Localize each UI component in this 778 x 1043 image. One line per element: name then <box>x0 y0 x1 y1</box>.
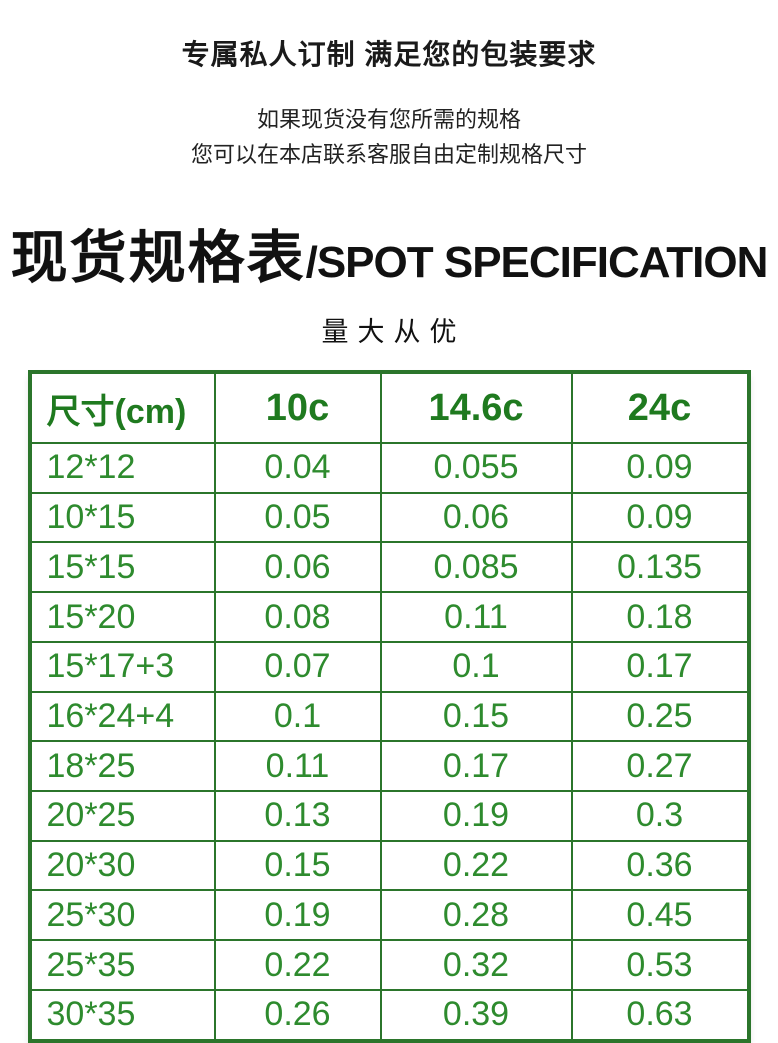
price-cell: 0.28 <box>379 889 573 942</box>
size-cell: 25*30 <box>28 889 216 942</box>
column-header-14-6c: 14.6c <box>379 371 573 444</box>
section-title-english: /SPOT SPECIFICATION <box>305 238 769 287</box>
price-cell: 0.055 <box>379 442 573 494</box>
size-cell: 15*17+3 <box>28 640 216 693</box>
price-cell: 0.15 <box>379 690 573 743</box>
price-cell: 0.06 <box>213 541 382 594</box>
size-cell: 18*25 <box>28 740 216 793</box>
price-cell: 0.53 <box>570 939 750 991</box>
table-row: 16*24+4 0.1 0.15 0.25 <box>28 690 750 743</box>
spec-price-table: 尺寸(cm) 10c 14.6c 24c 12*12 0.04 0.055 0.09 1… <box>27 370 751 1043</box>
table-row: 18*25 0.11 0.17 0.27 <box>28 740 750 793</box>
price-cell: 0.25 <box>570 690 750 743</box>
price-cell: 0.085 <box>379 541 573 594</box>
price-cell: 0.19 <box>379 790 573 842</box>
size-cell: 25*35 <box>28 939 216 991</box>
size-cell: 10*15 <box>28 491 216 544</box>
price-cell: 0.09 <box>570 491 750 544</box>
price-cell: 0.13 <box>213 790 382 842</box>
price-cell: 0.19 <box>213 889 382 942</box>
price-cell: 0.63 <box>570 988 750 1043</box>
price-cell: 0.11 <box>379 591 573 643</box>
hero-subtitle-line1: 如果现货没有您所需的规格 <box>256 107 521 132</box>
price-cell: 0.27 <box>570 740 750 793</box>
hero-subtitle-line2: 您可以在本店联系客服自由定制规格尺寸 <box>190 142 587 167</box>
table-row: 20*25 0.13 0.19 0.3 <box>28 790 750 842</box>
spec-table-body: 12*12 0.04 0.055 0.09 10*15 0.05 0.06 0.09 15*15… <box>28 442 750 1043</box>
price-cell: 0.15 <box>213 839 382 892</box>
section-title: 现货规格表/SPOT SPECIFICATION <box>0 212 778 294</box>
hero-title: 专属私人订制 满足您的包装要求 <box>181 39 597 70</box>
table-row: 25*30 0.19 0.28 0.45 <box>28 889 750 942</box>
spec-table-header: 尺寸(cm) 10c 14.6c 24c <box>28 371 750 444</box>
price-cell: 0.07 <box>213 640 382 693</box>
column-header-size: 尺寸(cm) <box>28 371 216 444</box>
price-cell: 0.06 <box>379 491 573 544</box>
size-cell: 15*15 <box>28 541 216 594</box>
size-cell: 20*30 <box>28 839 216 892</box>
price-cell: 0.08 <box>213 591 382 643</box>
column-header-10c: 10c <box>213 371 382 444</box>
price-cell: 0.1 <box>379 640 573 693</box>
price-cell: 0.17 <box>570 640 750 693</box>
table-row: 30*35 0.26 0.39 0.63 <box>28 988 750 1043</box>
table-row: 10*15 0.05 0.06 0.09 <box>28 491 750 544</box>
price-cell: 0.09 <box>570 442 750 494</box>
price-cell: 0.36 <box>570 839 750 892</box>
table-row: 12*12 0.04 0.055 0.09 <box>28 442 750 494</box>
price-cell: 0.1 <box>213 690 382 743</box>
price-cell: 0.05 <box>213 491 382 544</box>
price-cell: 0.32 <box>379 939 573 991</box>
price-cell: 0.22 <box>213 939 382 991</box>
hero-subtitle: 如果现货没有您所需的规格 您可以在本店联系客服自由定制规格尺寸 <box>0 102 778 172</box>
price-cell: 0.11 <box>213 740 382 793</box>
table-row: 20*30 0.15 0.22 0.36 <box>28 839 750 892</box>
size-cell: 30*35 <box>28 988 216 1043</box>
table-row: 25*35 0.22 0.32 0.53 <box>28 939 750 991</box>
price-cell: 0.3 <box>570 790 750 842</box>
price-cell: 0.17 <box>379 740 573 793</box>
column-header-24c: 24c <box>570 371 750 444</box>
size-cell: 15*20 <box>28 591 216 643</box>
price-cell: 0.22 <box>379 839 573 892</box>
price-cell: 0.26 <box>213 988 382 1043</box>
size-cell: 12*12 <box>28 442 216 494</box>
bulk-discount-tagline: 量大从优 <box>321 317 466 347</box>
price-cell: 0.39 <box>379 988 573 1043</box>
price-cell: 0.45 <box>570 889 750 942</box>
table-row: 15*15 0.06 0.085 0.135 <box>28 541 750 594</box>
table-row: 15*17+3 0.07 0.1 0.17 <box>28 640 750 693</box>
price-cell: 0.18 <box>570 591 750 643</box>
size-cell: 20*25 <box>28 790 216 842</box>
header-row: 尺寸(cm) 10c 14.6c 24c <box>28 371 750 444</box>
size-cell: 16*24+4 <box>28 690 216 743</box>
price-cell: 0.04 <box>213 442 382 494</box>
price-cell: 0.135 <box>570 541 750 594</box>
table-row: 15*20 0.08 0.11 0.18 <box>28 591 750 643</box>
section-title-chinese: 现货规格表 <box>10 226 306 290</box>
